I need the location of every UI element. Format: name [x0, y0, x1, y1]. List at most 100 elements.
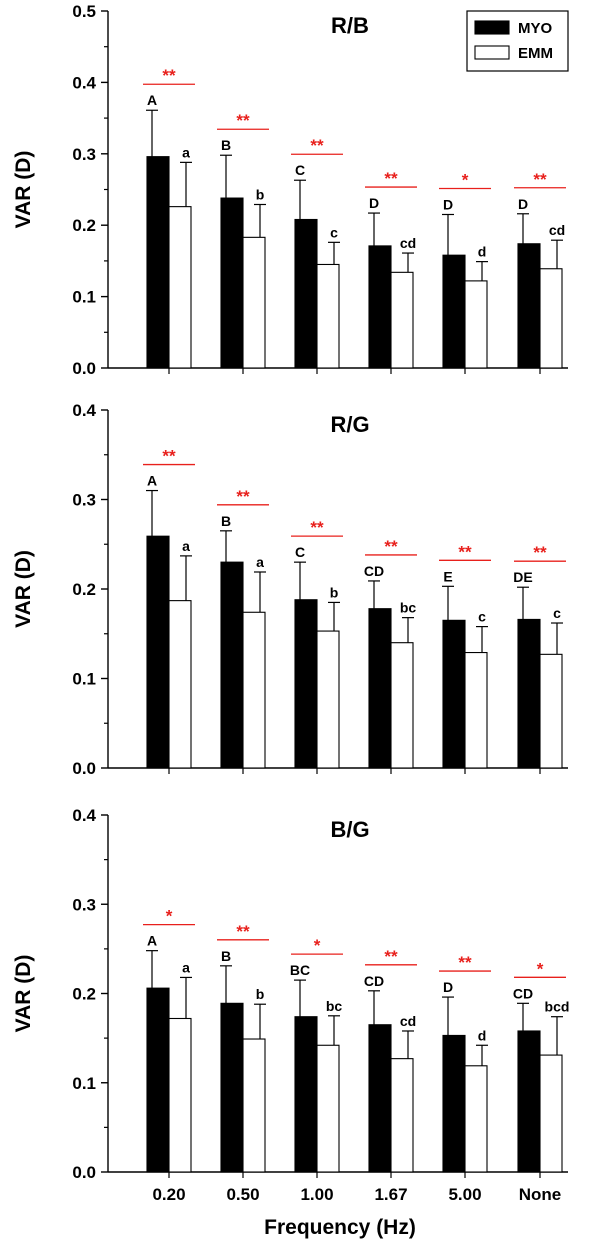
letter-label-emm: d	[478, 244, 487, 260]
significance-stars: **	[384, 537, 398, 556]
chart-legend: MYO EMM	[466, 10, 569, 72]
bar-myo	[294, 218, 318, 369]
letter-label-myo: D	[443, 979, 453, 995]
significance-stars: *	[462, 170, 469, 189]
significance-stars: **	[310, 518, 324, 537]
bar-emm	[168, 206, 192, 369]
bar-group-None: CD bcd *	[513, 959, 570, 1173]
letter-label-emm: cd	[400, 1013, 416, 1029]
letter-label-myo: BC	[290, 962, 310, 978]
bar-myo	[442, 619, 466, 769]
letter-label-myo: D	[369, 195, 379, 211]
bar-emm	[316, 630, 340, 769]
letter-label-myo: D	[443, 196, 453, 212]
bar-myo	[368, 1024, 392, 1173]
y-axis-label: VAR (D)	[12, 955, 35, 1033]
letter-label-myo: DE	[513, 569, 532, 585]
y-tick-label: 0.1	[72, 288, 96, 307]
significance-stars: *	[314, 936, 321, 955]
letter-label-emm: d	[478, 1027, 487, 1043]
significance-stars: **	[533, 543, 547, 562]
panel-title: B/G	[330, 817, 369, 842]
significance-stars: **	[162, 447, 176, 466]
y-tick-label: 0.2	[72, 985, 96, 1004]
bar-emm	[390, 1058, 414, 1173]
letter-label-myo: C	[295, 544, 305, 560]
y-tick-label: 0.2	[72, 216, 96, 235]
y-tick-label: 0.2	[72, 580, 96, 599]
bar-myo	[146, 987, 170, 1173]
bar-group-0.20: Aa *	[143, 907, 195, 1173]
bar-myo	[294, 1016, 318, 1173]
significance-stars: **	[236, 111, 250, 130]
y-tick-label: 0.3	[72, 145, 96, 164]
bar-emm	[464, 651, 488, 769]
significance-stars: **	[533, 170, 547, 189]
legend-swatch-emm	[474, 45, 510, 60]
x-tick-label: 5.00	[448, 1185, 481, 1204]
letter-label-myo: A	[147, 92, 157, 108]
bar-group-0.50: Ba **	[217, 487, 269, 769]
legend-label-emm: EMM	[518, 45, 553, 62]
letter-label-emm: bc	[400, 600, 417, 616]
significance-stars: **	[384, 169, 398, 188]
significance-stars: **	[162, 66, 176, 85]
letter-label-myo: B	[221, 948, 231, 964]
y-tick-label: 0.4	[72, 806, 96, 825]
bar-myo	[220, 197, 244, 369]
letter-label-myo: B	[221, 137, 231, 153]
panel-title: R/B	[331, 13, 369, 38]
significance-stars: **	[384, 947, 398, 966]
bar-myo	[517, 1030, 541, 1173]
bar-myo	[220, 561, 244, 769]
y-tick-label: 0.1	[72, 1074, 96, 1093]
letter-label-myo: C	[295, 162, 305, 178]
bar-myo	[146, 156, 170, 369]
bar-group-0.20: Aa **	[143, 447, 195, 769]
bar-myo	[517, 243, 541, 369]
y-tick-label: 0.5	[72, 2, 96, 21]
bar-group-1.67: CD cd **	[364, 947, 417, 1173]
y-tick-label: 0.0	[72, 359, 96, 378]
bar-emm	[539, 653, 563, 769]
bar-emm	[242, 236, 266, 369]
legend-swatch-myo	[474, 20, 510, 35]
x-tick-label: 1.67	[374, 1185, 407, 1204]
bar-group-0.50: Bb **	[217, 922, 269, 1173]
letter-label-emm: c	[553, 605, 561, 621]
bar-emm	[464, 1065, 488, 1173]
bar-group-0.50: Bb **	[217, 111, 269, 369]
significance-stars: **	[236, 487, 250, 506]
bar-group-1.00: Cb **	[291, 518, 343, 769]
bar-group-1.67: CD bc **	[364, 537, 417, 769]
x-axis-label: Frequency (Hz)	[264, 1216, 416, 1239]
bar-myo	[442, 1034, 466, 1173]
letter-label-emm: b	[256, 986, 265, 1002]
bar-myo	[442, 254, 466, 369]
bar-emm	[539, 268, 563, 369]
letter-label-myo: CD	[364, 563, 384, 579]
bar-emm	[316, 1044, 340, 1173]
letter-label-emm: bcd	[545, 999, 570, 1015]
letter-label-emm: bc	[326, 998, 343, 1014]
bar-myo	[368, 245, 392, 369]
letter-label-myo: A	[147, 933, 157, 949]
bar-emm	[316, 263, 340, 369]
bar-group-1.00: BC bc *	[290, 936, 343, 1173]
bar-emm	[168, 1017, 192, 1173]
bar-myo	[220, 1002, 244, 1173]
y-tick-label: 0.0	[72, 1163, 96, 1182]
significance-stars: **	[458, 542, 472, 561]
y-tick-label: 0.4	[72, 401, 96, 420]
bar-emm	[390, 271, 414, 369]
significance-stars: *	[166, 907, 173, 926]
y-axis-label: VAR (D)	[12, 151, 35, 229]
x-tick-label: 1.00	[300, 1185, 333, 1204]
letter-label-emm: a	[182, 144, 190, 160]
letter-label-emm: c	[478, 609, 486, 625]
